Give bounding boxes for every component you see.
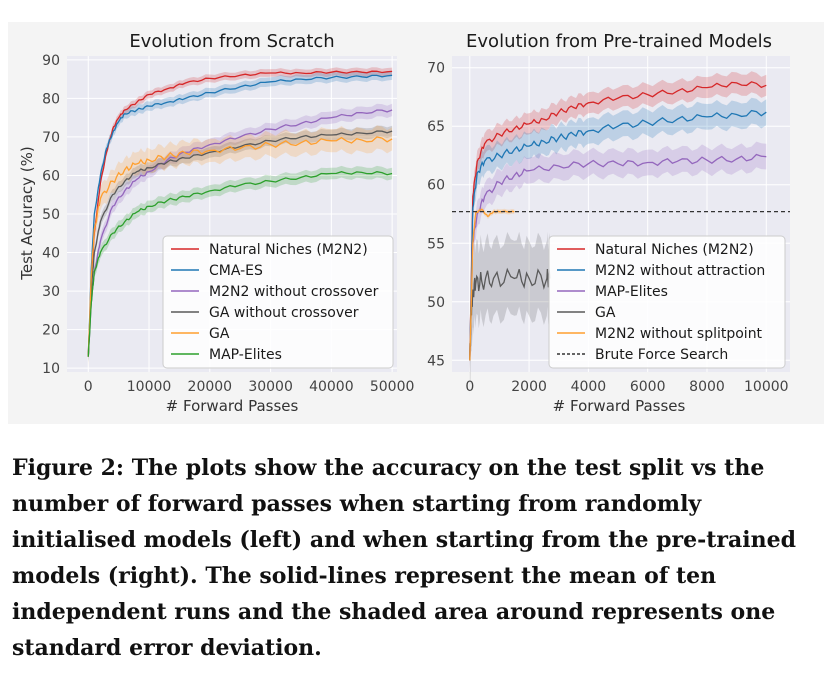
x-tick-label: 30000 [248, 379, 293, 395]
legend: Natural Niches (M2N2) CMA-ES M2N2 without … [162, 235, 394, 369]
legend: Natural Niches (M2N2) M2N2 without attrac… [548, 235, 786, 369]
legend-label-natural-niches-m2n2: Natural Niches (M2N2) [209, 242, 368, 258]
y-tick-label: 55 [427, 236, 445, 252]
y-tick-label: 65 [427, 119, 445, 135]
x-tick-label: 0 [465, 379, 474, 395]
y-tick-labels: 10 20 30 40 50 60 70 80 90 [42, 53, 60, 377]
series-natural-niches-m2n2 [469, 81, 767, 361]
series-m2n2-without-splitpoint [469, 208, 515, 361]
legend-label-ga: GA [209, 326, 230, 342]
chart-evolution-from-pretrained: 0 2000 4000 6000 8000 10000 45 50 55 60 65 70 Evol… [427, 31, 790, 415]
y-tick-label: 60 [427, 178, 445, 194]
y-tick-labels: 45 50 55 60 65 70 [427, 61, 445, 370]
series-lines [87, 70, 393, 357]
series-ga [87, 136, 393, 357]
x-tick-label: 0 [84, 379, 93, 395]
x-tick-label: 2000 [511, 379, 547, 395]
figure: 0 10000 20000 30000 40000 50000 1020304050607… [8, 22, 824, 424]
chart-title: Evolution from Scratch [129, 31, 334, 52]
series-lines [469, 81, 767, 361]
chart-title: Evolution from Pre-trained Models [466, 31, 772, 52]
y-axis-label: Test Accuracy (%) [18, 146, 36, 281]
y-tick-label: 50 [42, 207, 60, 223]
series-cma-es [87, 74, 393, 357]
legend-label-brute-force-search: Brute Force Search [595, 347, 728, 363]
x-tick-label: 6000 [630, 379, 666, 395]
y-tick-label: 90 [42, 53, 60, 69]
x-axis-label: # Forward Passes [553, 397, 686, 415]
legend-label-map-elites: MAP-Elites [595, 284, 668, 300]
x-tick-label: 50000 [370, 379, 415, 395]
y-tick-label: 60 [42, 168, 60, 184]
band-m2n2-without-attraction [469, 97, 767, 374]
x-tick-label: 10000 [127, 379, 172, 395]
y-tick-label: 30 [42, 284, 60, 300]
x-tick-labels: 0 10000 20000 30000 40000 50000 [84, 379, 415, 395]
legend-label-ga-without-crossover: GA without crossover [209, 305, 359, 321]
band-map-elites [469, 141, 767, 374]
grid [67, 56, 397, 372]
series-natural-niches-m2n2 [87, 70, 393, 357]
legend-box [548, 235, 786, 369]
y-tick-label: 10 [42, 361, 60, 377]
series-m2n2-without-attraction [469, 109, 767, 361]
legend-label-ga: GA [595, 305, 616, 321]
figure-caption: Figure 2: The plots show the accuracy on… [12, 455, 796, 661]
series-m2n2-without-crossover [87, 109, 393, 357]
y-tick-label: 80 [42, 91, 60, 107]
y-tick-label: 40 [42, 246, 60, 262]
series-map-elites [87, 171, 393, 357]
y-tick-label: 50 [427, 295, 445, 311]
chart-evolution-from-scratch: 0 10000 20000 30000 40000 50000 10 20 30 40 50 60 7… [18, 31, 414, 415]
x-tick-labels: 0 2000 4000 6000 8000 10000 [465, 379, 788, 395]
y-tick-label: 70 [427, 61, 445, 77]
y-tick-label: 70 [42, 130, 60, 146]
legend-box [162, 235, 394, 369]
legend-label-natural-niches-m2n2: Natural Niches (M2N2) [595, 242, 754, 258]
x-tick-label: 8000 [689, 379, 725, 395]
band-m2n2-without-crossover [88, 103, 393, 363]
legend-label-m2n2-without-splitpoint: M2N2 without splitpoint [595, 326, 763, 342]
error-bands [88, 67, 393, 369]
legend-label-m2n2-without-attraction: M2N2 without attraction [595, 263, 765, 279]
legend-label-m2n2-without-crossover: M2N2 without crossover [209, 284, 379, 300]
series-map-elites [469, 153, 767, 361]
x-tick-label: 40000 [309, 379, 354, 395]
x-tick-label: 10000 [744, 379, 789, 395]
band-ga [88, 125, 393, 369]
error-bands [469, 71, 767, 398]
band-ga [469, 231, 550, 398]
legend-label-cma-es: CMA-ES [209, 263, 263, 279]
x-tick-label: 20000 [188, 379, 233, 395]
legend-label-map-elites: MAP-Elites [209, 347, 282, 363]
x-axis-label: # Forward Passes [166, 397, 299, 415]
y-tick-label: 20 [42, 323, 60, 339]
series-ga-without-crossover [87, 130, 393, 357]
x-tick-label: 4000 [571, 379, 607, 395]
y-tick-label: 45 [427, 353, 445, 369]
